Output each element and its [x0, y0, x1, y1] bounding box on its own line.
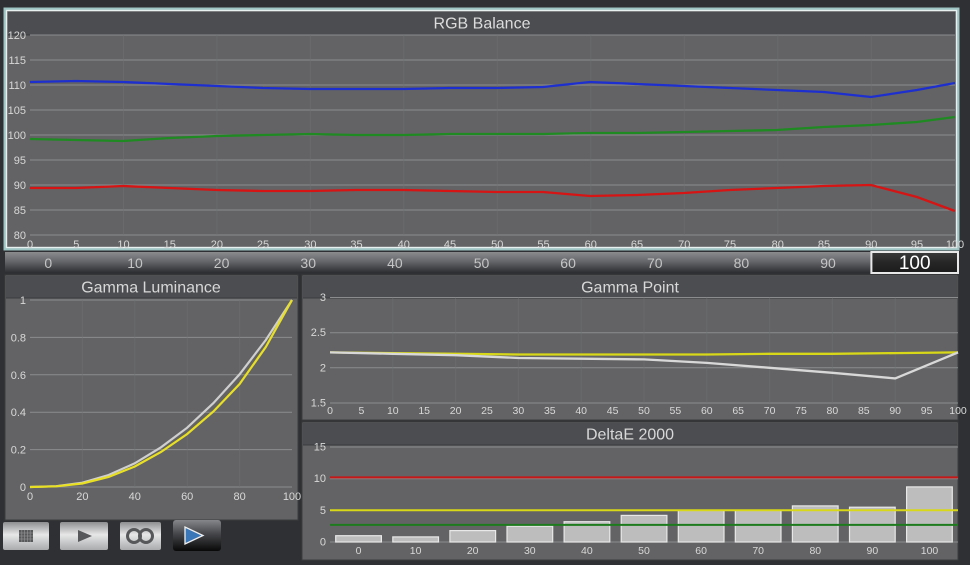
svg-text:RGB Balance: RGB Balance — [434, 16, 531, 33]
svg-text:60: 60 — [560, 255, 576, 271]
svg-text:95: 95 — [911, 239, 923, 251]
svg-text:100: 100 — [921, 545, 939, 557]
svg-text:0: 0 — [20, 482, 26, 494]
svg-text:50: 50 — [474, 255, 490, 271]
svg-text:45: 45 — [444, 239, 456, 251]
svg-text:100: 100 — [283, 491, 301, 503]
svg-text:80: 80 — [827, 405, 839, 417]
svg-text:50: 50 — [638, 545, 650, 557]
svg-text:15: 15 — [164, 239, 176, 251]
svg-text:65: 65 — [732, 405, 744, 417]
svg-text:0.2: 0.2 — [11, 445, 26, 457]
svg-text:90: 90 — [889, 405, 901, 417]
svg-text:0: 0 — [356, 545, 362, 557]
svg-text:90: 90 — [14, 180, 26, 192]
svg-text:70: 70 — [764, 405, 776, 417]
svg-text:60: 60 — [695, 545, 707, 557]
svg-text:80: 80 — [734, 255, 750, 271]
svg-text:70: 70 — [647, 255, 663, 271]
svg-text:15: 15 — [314, 442, 326, 454]
svg-text:0: 0 — [27, 239, 33, 251]
svg-text:5: 5 — [358, 405, 364, 417]
svg-text:DeltaE 2000: DeltaE 2000 — [586, 427, 674, 444]
svg-text:80: 80 — [772, 239, 784, 251]
svg-text:40: 40 — [387, 255, 403, 271]
svg-text:1.5: 1.5 — [311, 398, 326, 410]
svg-text:85: 85 — [858, 405, 870, 417]
svg-text:115: 115 — [8, 55, 26, 67]
svg-text:45: 45 — [607, 405, 619, 417]
svg-text:2: 2 — [320, 362, 326, 374]
svg-text:20: 20 — [214, 255, 230, 271]
svg-text:65: 65 — [631, 239, 643, 251]
svg-text:0: 0 — [320, 537, 326, 549]
svg-text:40: 40 — [129, 491, 141, 503]
svg-text:85: 85 — [14, 205, 26, 217]
svg-text:30: 30 — [513, 405, 525, 417]
svg-text:10: 10 — [117, 239, 129, 251]
svg-text:80: 80 — [14, 230, 26, 242]
svg-text:25: 25 — [481, 405, 493, 417]
svg-text:0.8: 0.8 — [11, 332, 26, 344]
svg-text:35: 35 — [350, 239, 362, 251]
svg-text:30: 30 — [524, 545, 536, 557]
svg-text:100: 100 — [946, 239, 964, 251]
svg-text:100: 100 — [899, 253, 931, 274]
svg-text:10: 10 — [387, 405, 399, 417]
svg-text:55: 55 — [670, 405, 682, 417]
svg-text:95: 95 — [921, 405, 933, 417]
svg-text:1: 1 — [20, 295, 26, 307]
svg-text:50: 50 — [638, 405, 650, 417]
svg-text:20: 20 — [211, 239, 223, 251]
svg-text:70: 70 — [752, 545, 764, 557]
svg-text:110: 110 — [8, 80, 26, 92]
svg-text:Gamma Luminance: Gamma Luminance — [81, 280, 221, 297]
svg-text:30: 30 — [304, 239, 316, 251]
svg-text:0.6: 0.6 — [11, 370, 26, 382]
svg-text:2.5: 2.5 — [311, 327, 326, 339]
svg-text:85: 85 — [818, 239, 830, 251]
svg-text:10: 10 — [127, 255, 143, 271]
svg-text:60: 60 — [701, 405, 713, 417]
svg-text:10: 10 — [314, 473, 326, 485]
svg-text:5: 5 — [73, 239, 79, 251]
svg-text:120: 120 — [8, 30, 26, 42]
svg-text:90: 90 — [867, 545, 879, 557]
svg-text:30: 30 — [300, 255, 316, 271]
svg-text:0.4: 0.4 — [11, 407, 26, 419]
svg-text:15: 15 — [418, 405, 430, 417]
svg-text:55: 55 — [537, 239, 549, 251]
svg-text:35: 35 — [544, 405, 556, 417]
svg-text:100: 100 — [949, 405, 967, 417]
svg-text:20: 20 — [76, 491, 88, 503]
svg-text:70: 70 — [678, 239, 690, 251]
svg-text:75: 75 — [724, 239, 736, 251]
svg-text:20: 20 — [467, 545, 479, 557]
svg-text:25: 25 — [257, 239, 269, 251]
svg-text:105: 105 — [8, 105, 26, 117]
svg-text:80: 80 — [233, 491, 245, 503]
svg-text:10: 10 — [410, 545, 422, 557]
svg-text:0: 0 — [27, 491, 33, 503]
svg-text:5: 5 — [320, 505, 326, 517]
svg-text:60: 60 — [181, 491, 193, 503]
svg-text:90: 90 — [865, 239, 877, 251]
svg-text:90: 90 — [820, 255, 836, 271]
svg-text:0: 0 — [44, 255, 52, 271]
svg-text:40: 40 — [575, 405, 587, 417]
svg-text:0: 0 — [327, 405, 333, 417]
svg-text:100: 100 — [8, 130, 26, 142]
svg-text:3: 3 — [320, 292, 326, 304]
svg-text:40: 40 — [398, 239, 410, 251]
svg-text:95: 95 — [14, 155, 26, 167]
svg-text:80: 80 — [809, 545, 821, 557]
svg-text:20: 20 — [450, 405, 462, 417]
svg-text:75: 75 — [795, 405, 807, 417]
svg-text:Gamma Point: Gamma Point — [581, 280, 679, 297]
svg-text:40: 40 — [581, 545, 593, 557]
svg-text:60: 60 — [585, 239, 597, 251]
svg-text:50: 50 — [491, 239, 503, 251]
